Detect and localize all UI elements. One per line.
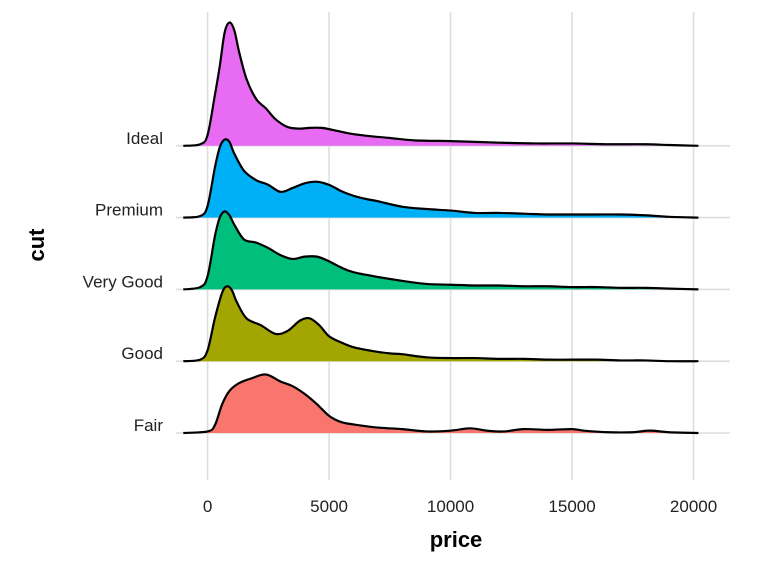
ridge-very-good — [183, 210, 699, 291]
y-tick-label: Very Good — [83, 272, 163, 291]
ridge-area — [183, 139, 699, 218]
x-axis-title: price — [430, 527, 483, 552]
ridge-outline — [183, 210, 699, 291]
y-tick-label: Ideal — [126, 129, 163, 148]
ridge-outline — [183, 138, 699, 219]
y-tick-label: Good — [121, 344, 163, 363]
x-tick-label: 15000 — [548, 497, 595, 516]
ridges-layer — [183, 21, 699, 435]
ridge-outline — [183, 285, 699, 363]
x-tick-label: 20000 — [670, 497, 717, 516]
ridge-outline — [183, 21, 699, 147]
ridge-premium — [183, 138, 699, 219]
y-tick-label: Premium — [95, 201, 163, 220]
y-axis-title: cut — [24, 228, 49, 262]
ridge-good — [183, 285, 699, 363]
ridge-fair — [183, 373, 699, 435]
ridge-ideal — [183, 21, 699, 147]
x-tick-label: 10000 — [427, 497, 474, 516]
ridge-area — [183, 286, 699, 362]
y-tick-labels: Fair Good Very Good Premium Ideal — [83, 129, 164, 435]
ridge-area — [183, 22, 699, 146]
x-tick-labels: 0 5000 10000 15000 20000 — [203, 497, 717, 516]
y-tick-label: Fair — [134, 416, 164, 435]
x-tick-label: 0 — [203, 497, 212, 516]
ridge-outline — [183, 373, 699, 435]
ridge-area — [183, 374, 699, 433]
x-tick-label: 5000 — [310, 497, 348, 516]
ridge-area — [183, 211, 699, 290]
